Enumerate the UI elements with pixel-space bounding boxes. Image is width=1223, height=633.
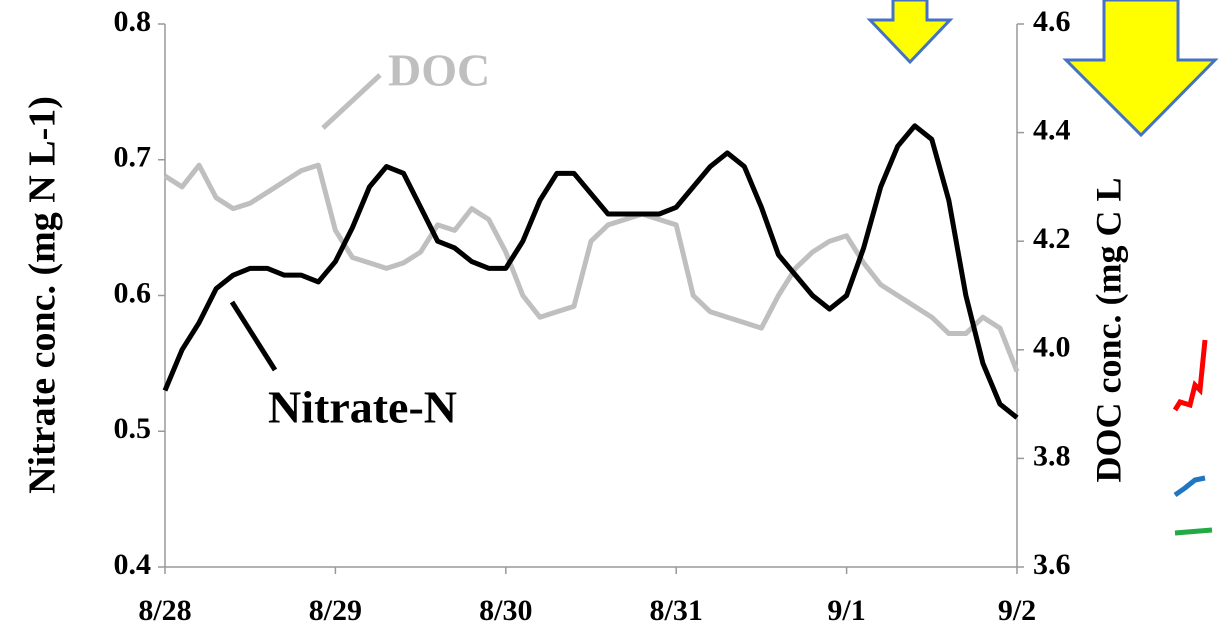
x-tick-label: 8/31 — [650, 594, 703, 627]
x-tick-label: 8/28 — [138, 594, 191, 627]
y-tick-label: 0.7 — [114, 141, 152, 174]
x-tick-label: 9/2 — [998, 594, 1036, 627]
x-tick-label: 8/29 — [309, 594, 362, 627]
fragment-blue — [1173, 475, 1206, 498]
x-tick-label: 8/30 — [479, 594, 532, 627]
y2-axis-title: DOC conc. (mg C L — [1088, 178, 1128, 483]
y2-tick-label: 4.6 — [1033, 5, 1071, 38]
y2-tick-label: 3.8 — [1033, 439, 1071, 472]
y2-tick-label: 4.2 — [1033, 222, 1071, 255]
doc-annotation: DOC — [388, 45, 490, 96]
y-axis-title: Nitrate conc. (mg N L-1) — [22, 96, 64, 494]
arrow-small — [866, 0, 954, 65]
arrow-large — [1062, 0, 1219, 138]
nitrate-leader — [229, 300, 278, 372]
fragment-red — [1172, 339, 1208, 412]
y-tick-label: 0.8 — [114, 5, 152, 38]
doc-leader — [321, 73, 382, 130]
y-tick-label: 0.5 — [114, 412, 152, 445]
x-tick-label: 9/1 — [827, 594, 865, 627]
y2-tick-label: 4.4 — [1033, 113, 1071, 146]
y2-tick-label: 3.6 — [1033, 548, 1071, 581]
y2-tick-label: 4.0 — [1033, 331, 1071, 364]
nitrate-annotation: Nitrate-N — [268, 382, 457, 433]
y-tick-label: 0.6 — [114, 276, 152, 309]
series-line — [162, 123, 1019, 420]
y-tick-label: 0.4 — [114, 548, 152, 581]
fragment-green — [1174, 527, 1213, 536]
series-line — [163, 162, 1020, 373]
